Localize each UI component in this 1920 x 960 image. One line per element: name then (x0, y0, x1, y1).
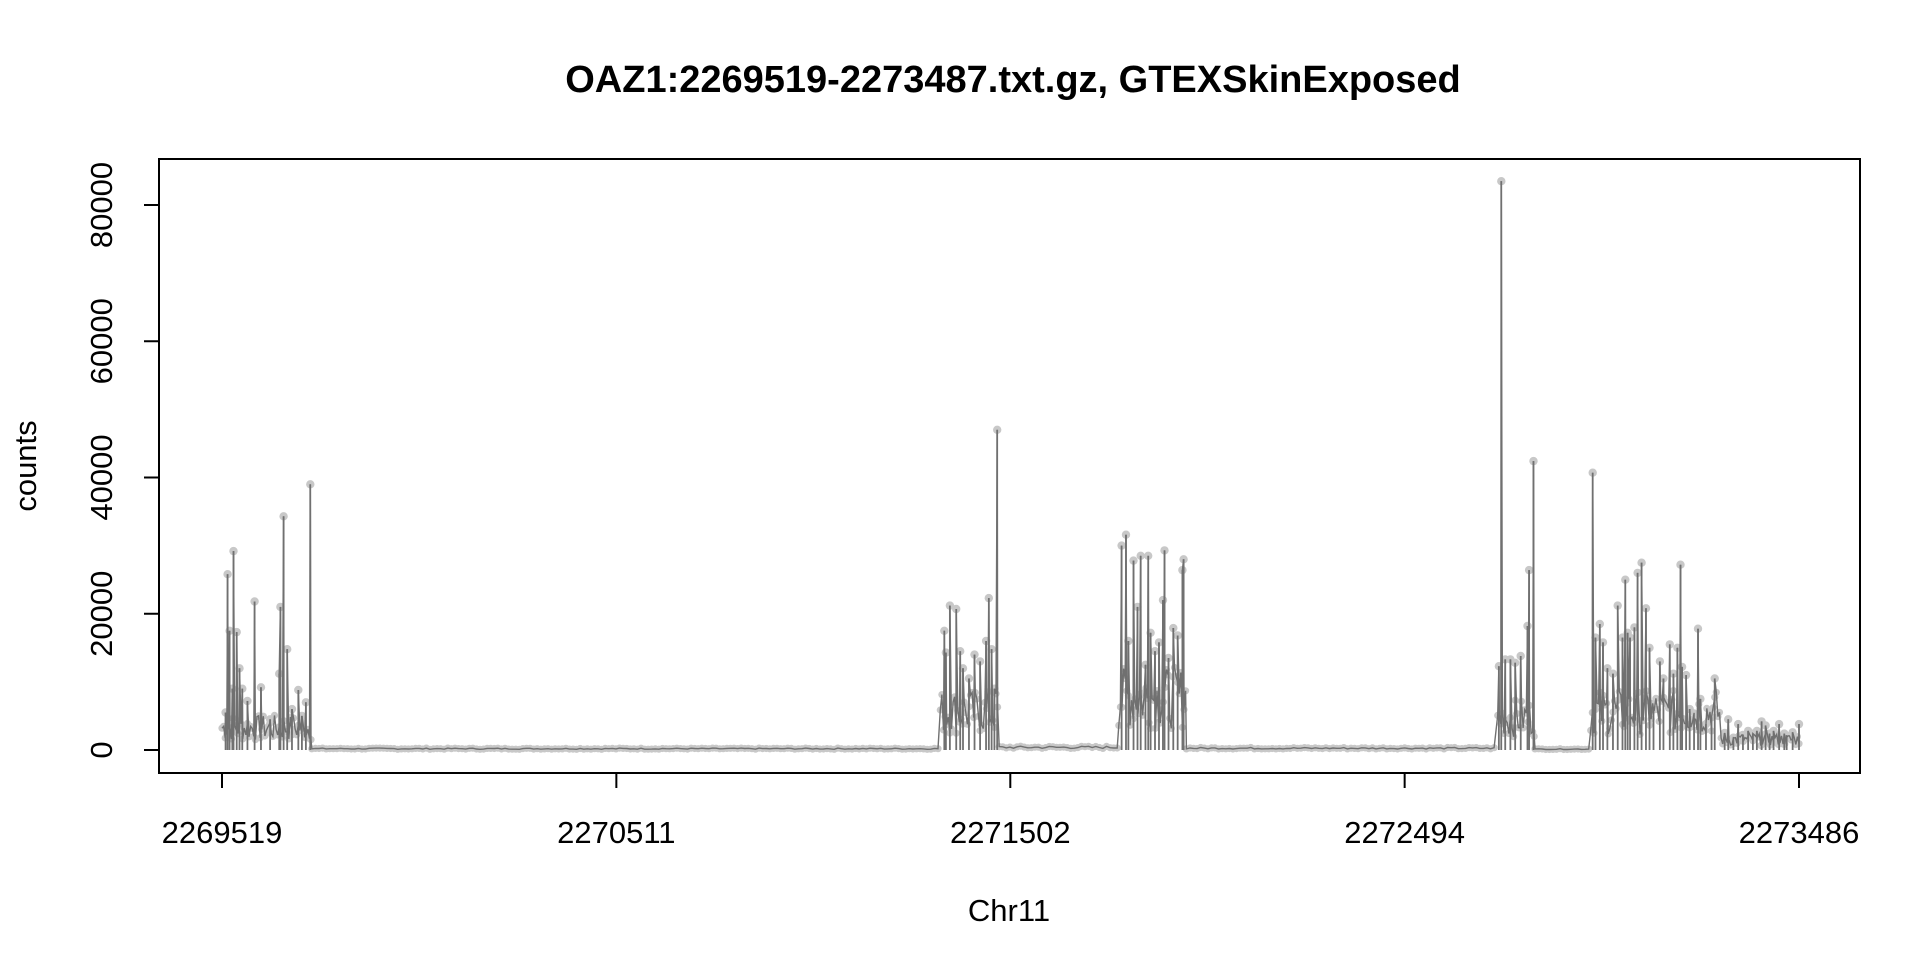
y-axis: 0 20000 40000 60000 80000 (84, 162, 160, 759)
y-tick-label: 20000 (84, 571, 119, 657)
x-tick-label: 2272494 (1344, 815, 1465, 850)
x-tick-label: 2273486 (1739, 815, 1860, 850)
y-tick-label: 40000 (84, 434, 119, 520)
y-tick-label: 0 (84, 741, 119, 758)
series-line (221, 181, 1800, 751)
x-tick-label: 2269519 (162, 815, 283, 850)
chart-title: OAZ1:2269519-2273487.txt.gz, GTEXSkinExp… (565, 59, 1461, 101)
x-tick-label: 2271502 (950, 815, 1071, 850)
x-tick-label: 2270511 (557, 815, 675, 850)
y-tick-label: 60000 (84, 298, 119, 384)
y-axis-label: counts (8, 420, 43, 511)
x-axis-label: Chr11 (968, 893, 1050, 928)
x-axis: 2269519 2270511 2271502 2272494 2273486 (162, 772, 1860, 850)
data-layer (218, 177, 1804, 754)
y-tick-label: 80000 (84, 162, 119, 248)
plot-frame (158, 158, 1861, 774)
